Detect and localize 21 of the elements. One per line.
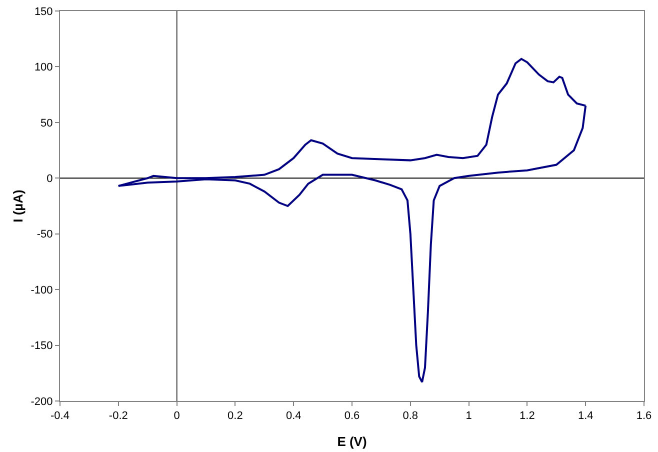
x-tick-label: 0.6 — [344, 410, 360, 422]
y-tick-label: -150 — [30, 340, 53, 352]
x-tick-label: 0 — [174, 410, 180, 422]
y-tick-label: 0 — [46, 172, 53, 185]
y-axis-title: I (µA) — [10, 190, 26, 222]
x-tick-label: 0.4 — [286, 410, 302, 422]
x-tick-label: -0.4 — [50, 410, 70, 422]
y-tick-label: 150 — [34, 6, 53, 18]
x-tick-label: 0.8 — [402, 410, 418, 422]
x-tick-label: 1.4 — [578, 410, 594, 422]
y-tick-label: 50 — [40, 117, 53, 130]
x-tick-label: -0.2 — [108, 410, 128, 422]
y-tick-label: 100 — [34, 62, 53, 74]
y-tick-label: -50 — [36, 228, 53, 241]
x-tick-label: 1.2 — [520, 410, 535, 422]
y-tick-label: -100 — [30, 284, 53, 296]
x-tick-label: 1.6 — [636, 410, 652, 422]
x-tick-label: 0.2 — [228, 410, 243, 422]
x-tick-label: 1 — [466, 410, 472, 422]
x-axis-title: E (V) — [337, 434, 367, 449]
y-tick-label: -200 — [30, 396, 53, 408]
